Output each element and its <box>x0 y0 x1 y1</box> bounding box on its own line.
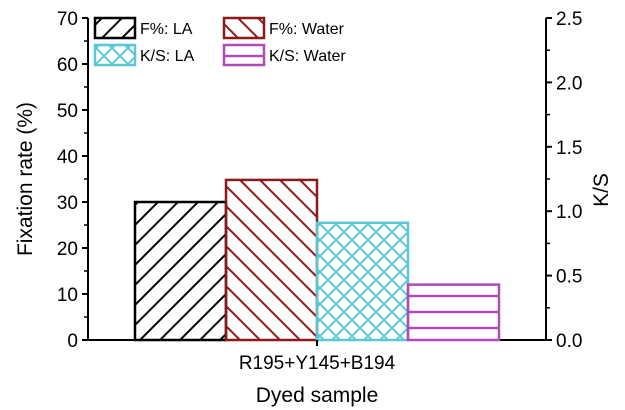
right-tick-label: 0.0 <box>556 331 582 352</box>
left-tick-label: 50 <box>57 101 78 122</box>
legend-swatch <box>222 43 266 67</box>
legend-swatch <box>93 16 137 40</box>
legend-swatch <box>222 16 266 40</box>
left-axis-title: Fixation rate (%) <box>14 102 37 256</box>
bar-k-s-la <box>315 221 410 342</box>
right-tick-label: 1.0 <box>556 202 582 223</box>
right-tick-label: 2.0 <box>556 73 582 94</box>
legend-label: F%: LA <box>140 21 193 38</box>
x-axis-title: Dyed sample <box>256 384 379 407</box>
left-tick-label: 0 <box>67 331 78 352</box>
bar-f-la <box>133 200 228 342</box>
bars <box>133 178 501 342</box>
right-tick-label: 1.5 <box>556 138 582 159</box>
x-axis-ticks: R195+Y145+B194 <box>239 340 396 374</box>
right-axis-ticks: 0.0 0.5 1.0 1.5 2.0 2.5 <box>546 9 582 352</box>
right-tick-label: 2.5 <box>556 9 582 30</box>
bar-f-water <box>224 178 319 342</box>
right-axis-title: K/S <box>590 173 613 207</box>
bar-k-s-water <box>406 283 501 342</box>
left-axis-ticks: 0 10 20 30 40 50 60 70 <box>57 9 88 352</box>
left-tick-label: 40 <box>57 147 78 168</box>
legend-label: K/S: Water <box>269 48 346 65</box>
left-tick-label: 20 <box>57 239 78 260</box>
legend-label: K/S: LA <box>140 48 195 65</box>
x-tick-label: R195+Y145+B194 <box>239 353 396 374</box>
left-tick-label: 10 <box>57 285 78 306</box>
legend-swatch <box>93 43 137 67</box>
right-tick-label: 0.5 <box>556 267 582 288</box>
legend-label: F%: Water <box>269 21 345 38</box>
left-tick-label: 30 <box>57 193 78 214</box>
left-tick-label: 60 <box>57 55 78 76</box>
legend: F%: LA F%: Water K/S: LA K/S: Water <box>93 16 346 67</box>
left-tick-label: 70 <box>57 9 78 30</box>
